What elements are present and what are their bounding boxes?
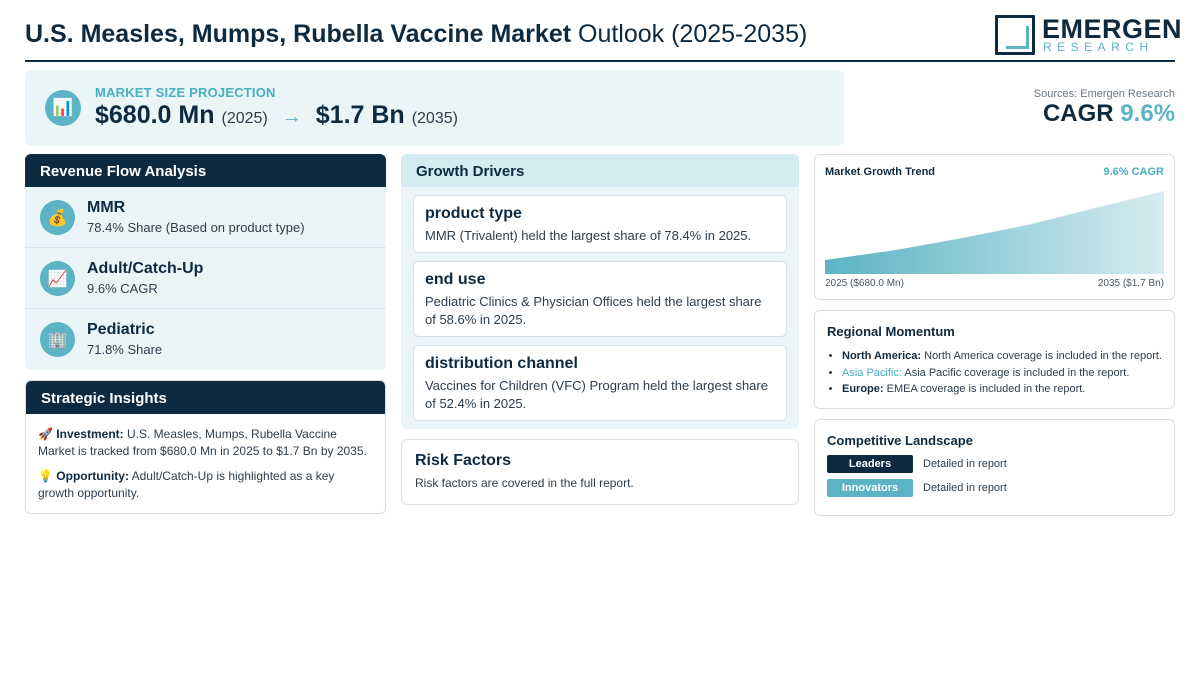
list-item: North America: North America coverage is… bbox=[842, 348, 1172, 365]
region-text: North America coverage is included in th… bbox=[924, 350, 1162, 362]
investment-insight: 🚀 Investment: U.S. Measles, Mumps, Rubel… bbox=[38, 426, 373, 460]
competitive-row: Innovators Detailed in report bbox=[827, 479, 1007, 497]
start-value: $680.0 Mn bbox=[95, 101, 215, 129]
trend-start-label: 2025 ($680.0 Mn) bbox=[825, 278, 904, 289]
emergen-logo[interactable]: EMERGEN RESEARCH bbox=[995, 14, 1182, 56]
revenue-flow-panel: Revenue Flow Analysis 💰 MMR 78.4% Share … bbox=[25, 154, 386, 370]
region-text: Asia Pacific coverage is included in the… bbox=[904, 366, 1130, 379]
logo-sub-text: RESEARCH bbox=[1043, 40, 1154, 54]
risk-factors-title: Risk Factors bbox=[415, 452, 512, 469]
cagr-summary: CAGR 9.6% bbox=[1043, 100, 1175, 128]
revenue-flow-title: Revenue Flow Analysis bbox=[25, 154, 386, 187]
opportunity-insight: 💡 Opportunity: Adult/Catch-Up is highlig… bbox=[38, 468, 373, 502]
strategic-insights-title: Strategic Insights bbox=[26, 381, 385, 414]
revenue-item-name: MMR bbox=[87, 199, 126, 216]
opportunity-text: Adult/Catch-Up is highlighted as a key g… bbox=[38, 469, 335, 500]
cagr-label: CAGR bbox=[1042, 100, 1114, 127]
trend-chart-icon: 📈 bbox=[40, 261, 75, 296]
driver-text: Pediatric Clinics & Physician Offices he… bbox=[425, 294, 762, 327]
driver-title: product type bbox=[425, 205, 522, 222]
revenue-item-desc: 71.8% Share bbox=[87, 342, 163, 357]
competitive-landscape-title: Competitive Landscape bbox=[827, 433, 973, 448]
region-list: North America: North America coverage is… bbox=[842, 348, 1172, 398]
projection-values: $680.0 Mn (2025) → $1.7 Bn (2035) bbox=[95, 101, 458, 130]
start-year: (2025) bbox=[221, 110, 268, 127]
driver-card: distribution channel Vaccines for Childr… bbox=[413, 345, 787, 421]
title-light: Outlook (2025-2035) bbox=[578, 20, 808, 48]
list-item: 📈 Adult/Catch-Up 9.6% CAGR bbox=[25, 248, 386, 309]
trend-area-series bbox=[825, 191, 1164, 274]
arrow-right-icon: → bbox=[281, 106, 302, 128]
trend-cagr: 9.6% CAGR bbox=[1103, 166, 1164, 178]
building-icon: 🏢 bbox=[40, 322, 75, 357]
end-value: $1.7 Bn bbox=[315, 101, 405, 129]
trend-area-chart bbox=[825, 191, 1164, 274]
investment-text: U.S. Measles, Mumps, Rubella Vaccine Mar… bbox=[38, 427, 367, 458]
driver-title: distribution channel bbox=[425, 355, 578, 372]
trend-title: Market Growth Trend bbox=[825, 166, 936, 178]
competitive-text: Detailed in report bbox=[923, 482, 1007, 494]
lightbulb-icon: 💡 bbox=[38, 469, 53, 483]
innovators-badge: Innovators bbox=[827, 479, 913, 497]
growth-drivers-title: Growth Drivers bbox=[401, 154, 799, 187]
revenue-item-desc: 78.4% Share (Based on product type) bbox=[87, 220, 305, 235]
money-bag-icon: 💰 bbox=[40, 200, 75, 235]
driver-card: end use Pediatric Clinics & Physician Of… bbox=[413, 261, 787, 337]
investment-label: Investment: bbox=[56, 427, 124, 441]
page-title: U.S. Measles, Mumps, Rubella Vaccine Mar… bbox=[25, 20, 807, 49]
driver-card: product type MMR (Trivalent) held the la… bbox=[413, 195, 787, 253]
revenue-item-desc: 9.6% CAGR bbox=[87, 281, 158, 296]
competitive-landscape-panel: Competitive Landscape Leaders Detailed i… bbox=[814, 419, 1175, 516]
logo-main-text: EMERGEN bbox=[1042, 14, 1183, 44]
risk-factors-panel: Risk Factors Risk factors are covered in… bbox=[401, 439, 799, 505]
cagr-value: 9.6% bbox=[1120, 100, 1175, 127]
growth-drivers-panel: Growth Drivers product type MMR (Trivale… bbox=[401, 154, 799, 429]
strategic-insights-panel: Strategic Insights 🚀 Investment: U.S. Me… bbox=[25, 380, 386, 514]
bar-chart-icon: 📊 bbox=[45, 90, 81, 126]
driver-title: end use bbox=[425, 271, 486, 288]
market-growth-trend-panel: Market Growth Trend 9.6% CAGR 2025 ($680… bbox=[814, 154, 1175, 300]
list-item: Europe: EMEA coverage is included in the… bbox=[842, 381, 1172, 398]
list-item: 🏢 Pediatric 71.8% Share bbox=[25, 309, 386, 370]
end-year: (2035) bbox=[411, 110, 458, 127]
page-header: U.S. Measles, Mumps, Rubella Vaccine Mar… bbox=[25, 12, 1182, 62]
leaders-badge: Leaders bbox=[827, 455, 913, 473]
logo-mark-icon bbox=[995, 15, 1035, 55]
region-name: Asia Pacific: bbox=[842, 366, 902, 379]
market-size-projection: 📊 MARKET SIZE PROJECTION $680.0 Mn (2025… bbox=[25, 70, 844, 146]
revenue-item-name: Adult/Catch-Up bbox=[87, 260, 204, 277]
sources-text: Sources: Emergen Research bbox=[1033, 88, 1175, 100]
driver-text: MMR (Trivalent) held the largest share o… bbox=[425, 228, 752, 243]
competitive-text: Detailed in report bbox=[923, 458, 1007, 470]
regional-momentum-panel: Regional Momentum North America: North A… bbox=[814, 310, 1175, 409]
region-name: North America: bbox=[842, 350, 922, 362]
title-bold: U.S. Measles, Mumps, Rubella Vaccine Mar… bbox=[25, 20, 572, 48]
driver-text: Vaccines for Children (VFC) Program held… bbox=[425, 378, 768, 411]
rocket-icon: 🚀 bbox=[38, 427, 53, 441]
risk-factors-text: Risk factors are covered in the full rep… bbox=[415, 476, 634, 490]
trend-end-label: 2035 ($1.7 Bn) bbox=[1097, 278, 1164, 289]
region-text: EMEA coverage is included in the report. bbox=[886, 383, 1086, 395]
projection-label: MARKET SIZE PROJECTION bbox=[95, 85, 276, 100]
regional-momentum-title: Regional Momentum bbox=[827, 324, 955, 339]
list-item: Asia Pacific: Asia Pacific coverage is i… bbox=[842, 365, 1172, 382]
region-name: Europe: bbox=[842, 383, 884, 395]
list-item: 💰 MMR 78.4% Share (Based on product type… bbox=[25, 187, 386, 248]
revenue-item-name: Pediatric bbox=[87, 321, 155, 338]
competitive-row: Leaders Detailed in report bbox=[827, 455, 1007, 473]
opportunity-label: Opportunity: bbox=[56, 469, 129, 483]
